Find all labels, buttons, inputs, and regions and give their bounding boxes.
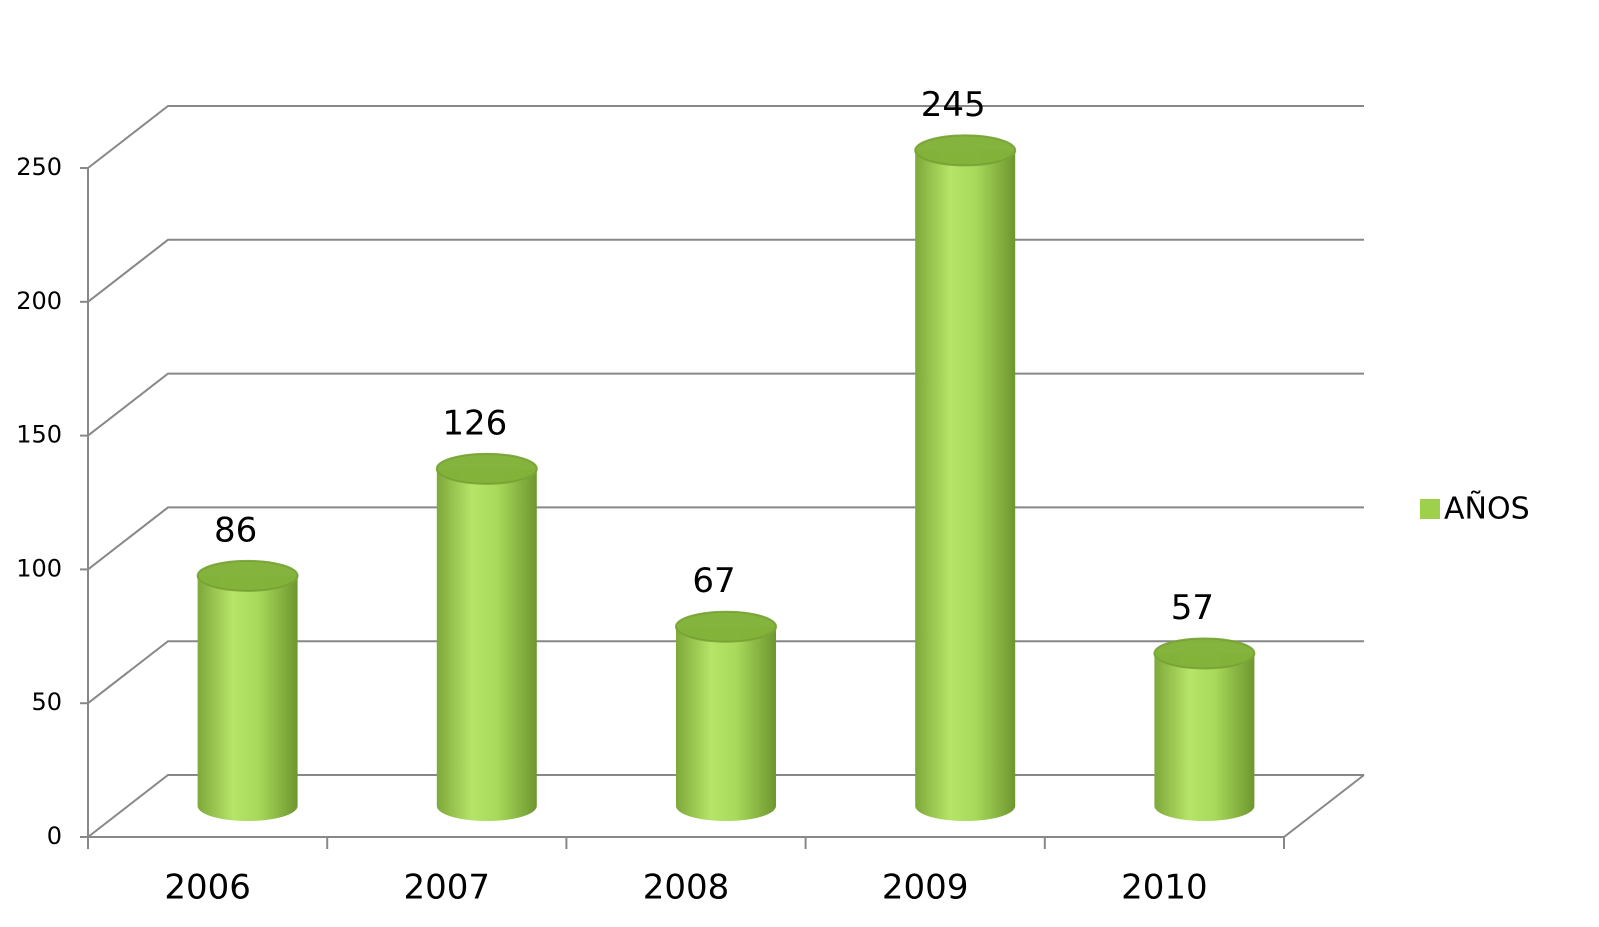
x-tick-label: 2008 [643,868,730,908]
value-label: 86 [214,510,257,550]
bar [197,575,298,822]
value-label: 126 [442,403,507,443]
x-tick-label: 2010 [1121,868,1208,908]
value-label: 245 [921,85,986,125]
grid-line [87,105,1364,169]
y-tick-label: 200 [16,287,62,315]
legend-swatch [1420,499,1440,519]
bar-top-shade [915,135,1016,166]
bar-top-shade [197,560,298,591]
y-tick-label: 150 [16,421,62,449]
bar [915,150,1016,822]
grid-line [87,238,1364,303]
x-tick-label: 2009 [882,868,969,908]
x-tick-label: 2007 [404,868,491,908]
bar [436,468,537,822]
y-tick-label: 250 [16,153,62,181]
bar-top-shade [676,611,776,642]
bar-top-shade [436,453,537,484]
y-tick-label: 100 [16,554,62,582]
y-tick-label: 0 [47,822,62,850]
grid-line [87,372,1364,437]
legend-label: AÑOS [1444,491,1530,527]
bar [676,626,776,821]
value-label: 67 [692,561,735,601]
value-label: 57 [1171,588,1214,628]
bar [1154,653,1255,822]
grid-line [87,506,1364,571]
bar-top-shade [1154,638,1255,669]
x-tick-label: 2006 [164,868,251,908]
y-tick-label: 50 [31,688,62,716]
